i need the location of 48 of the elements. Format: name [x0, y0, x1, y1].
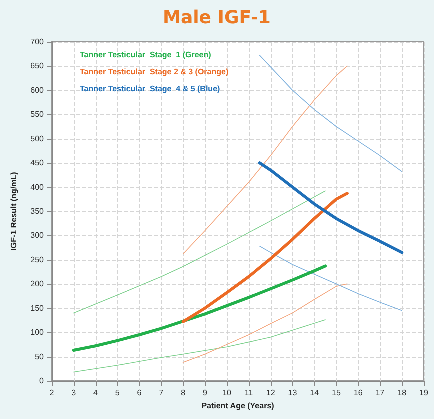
y-tick-label: 650	[30, 62, 45, 71]
y-tick-label: 100	[30, 328, 45, 338]
y-tick-label: 150	[30, 304, 45, 313]
x-tick-label: 4	[94, 388, 99, 398]
chart-title: Male IGF-1	[163, 8, 271, 28]
y-tick-label: 700	[30, 38, 45, 46]
line-series	[73, 190, 326, 314]
x-tick-label: 2	[50, 388, 55, 398]
y-tick-label: 500	[30, 134, 45, 144]
y-tick-label: 600	[30, 86, 45, 95]
x-tick-label: 15	[332, 388, 342, 398]
y-tick-label: 0	[40, 376, 45, 386]
line-series	[259, 246, 403, 312]
y-axis-title: IGF-1 Result (ng/mL)	[10, 172, 18, 251]
x-tick-label: 13	[288, 388, 298, 398]
y-tick-label: 450	[30, 158, 45, 168]
x-tick-label: 18	[398, 388, 408, 398]
line-series	[182, 284, 348, 363]
y-tick-label: 250	[30, 255, 45, 264]
line-series	[182, 192, 349, 324]
line-series	[72, 264, 328, 352]
y-tick-label: 350	[30, 207, 45, 216]
x-tick-label: 7	[159, 388, 164, 398]
text: Tanner Testicular Stage 4 & 5 (Blue)	[80, 84, 221, 94]
x-tick-label: 10	[222, 388, 232, 398]
x-tick-label: 19	[420, 388, 429, 398]
line-series	[258, 162, 404, 254]
text: Tanner Testicular Stage 1 (Green)	[80, 50, 212, 60]
x-tick-label: 14	[310, 388, 320, 398]
line-series	[182, 66, 348, 255]
text: Tanner Testicular Stage 2 & 3 (Orange)	[80, 68, 229, 76]
y-tick-label: 400	[30, 182, 45, 192]
x-tick-label: 11	[244, 388, 254, 398]
x-tick-label: 5	[115, 388, 120, 398]
y-tick-label: 300	[30, 231, 45, 240]
x-tick-label: 8	[181, 388, 186, 398]
x-tick-label: 9	[202, 388, 208, 398]
x-tick-label: 16	[354, 388, 364, 398]
x-tick-label: 17	[376, 388, 386, 398]
y-tick-label: 550	[30, 110, 45, 120]
line-series	[259, 55, 403, 172]
x-tick-label: 3	[72, 388, 77, 398]
y-tick-label: 50	[35, 352, 45, 362]
y-tick-label: 200	[30, 280, 45, 289]
x-tick-label: 12	[266, 388, 276, 398]
x-axis-title: Patient Age (Years)	[202, 401, 275, 410]
line-series	[73, 320, 326, 373]
x-tick-label: 6	[137, 388, 142, 398]
